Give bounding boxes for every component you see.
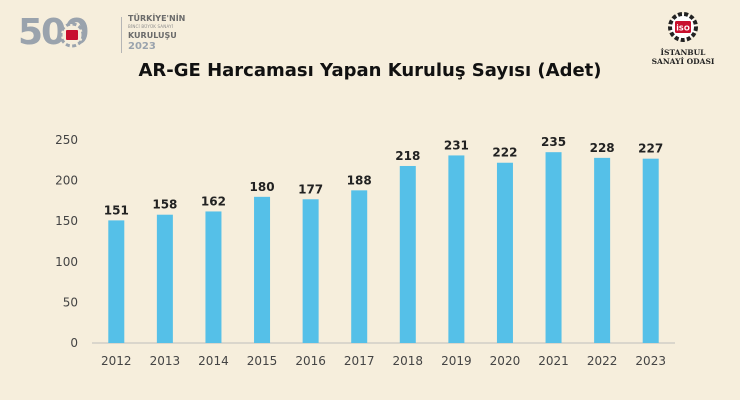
x-tick-label-2023: 2023	[635, 354, 666, 368]
data-label-2019: 231	[444, 138, 469, 152]
bar-2016	[302, 199, 319, 343]
chart-title: AR-GE Harcaması Yapan Kuruluş Sayısı (Ad…	[138, 60, 602, 81]
logo-500-line1: TÜRKİYE'NİN	[128, 14, 186, 23]
x-tick-label-2014: 2014	[198, 354, 229, 368]
iso-line2: SANAYİ ODASI	[651, 57, 715, 66]
logo-500-line3: KURULUŞU	[128, 31, 177, 40]
bar-2018	[399, 165, 416, 343]
gear-icon	[59, 22, 85, 48]
iso-gear-emblem-icon: İSO	[668, 12, 698, 42]
logo-500-line4: 2023	[128, 41, 156, 52]
y-tick-label: 100	[55, 255, 78, 269]
x-tick-label-2012: 2012	[101, 354, 132, 368]
data-label-2017: 188	[347, 173, 372, 187]
x-tick-label-2015: 2015	[247, 354, 278, 368]
logo-500-text: TÜRKİYE'NİN BİNCİ BÜYÜK SANAYİ KURULUŞU …	[128, 15, 185, 52]
y-tick-label: 150	[55, 214, 78, 228]
bar-2017	[351, 190, 368, 343]
x-tick-label-2019: 2019	[441, 354, 472, 368]
bar-2023	[642, 158, 659, 343]
data-label-2012: 151	[104, 203, 129, 217]
x-tick-label-2013: 2013	[150, 354, 181, 368]
data-label-2016: 177	[298, 182, 323, 196]
x-tick-label-2016: 2016	[295, 354, 326, 368]
bar-2013	[156, 214, 173, 343]
bar-2014	[205, 211, 222, 343]
y-tick-label: 0	[70, 336, 78, 350]
bar-2021	[545, 152, 562, 343]
bar-2015	[254, 196, 271, 343]
turkiye-500-logo: 500 TÜRKİYE'NİN BİNCİ BÜYÜK SANAYİ KURUL…	[18, 12, 218, 58]
bar-2022	[594, 157, 611, 343]
data-label-2020: 222	[492, 146, 517, 160]
x-tick-label-2022: 2022	[587, 354, 618, 368]
data-label-2021: 235	[541, 135, 566, 149]
data-label-2013: 158	[152, 198, 177, 212]
y-tick-label: 200	[55, 174, 78, 188]
x-tick-label-2017: 2017	[344, 354, 375, 368]
svg-text:İSO: İSO	[676, 24, 690, 33]
x-tick-label-2020: 2020	[490, 354, 521, 368]
data-label-2022: 228	[590, 141, 615, 155]
data-label-2014: 162	[201, 194, 226, 208]
istanbul-sanayi-odasi-logo: İSO İSTANBUL SANAYİ ODASI	[640, 10, 726, 66]
bar-2012	[108, 220, 125, 343]
bar-2020	[496, 162, 513, 343]
data-label-2023: 227	[638, 142, 663, 156]
logo-divider	[121, 17, 122, 53]
data-label-2015: 180	[250, 180, 275, 194]
logo-500-line2: BİNCİ BÜYÜK SANAYİ	[128, 24, 174, 29]
y-tick-label: 50	[63, 295, 78, 309]
iso-line1: İSTANBUL	[660, 48, 706, 57]
y-tick-label: 250	[55, 133, 78, 147]
x-tick-label-2018: 2018	[393, 354, 424, 368]
bar-2019	[448, 155, 465, 343]
data-label-2018: 218	[395, 149, 420, 163]
x-tick-label-2021: 2021	[538, 354, 569, 368]
